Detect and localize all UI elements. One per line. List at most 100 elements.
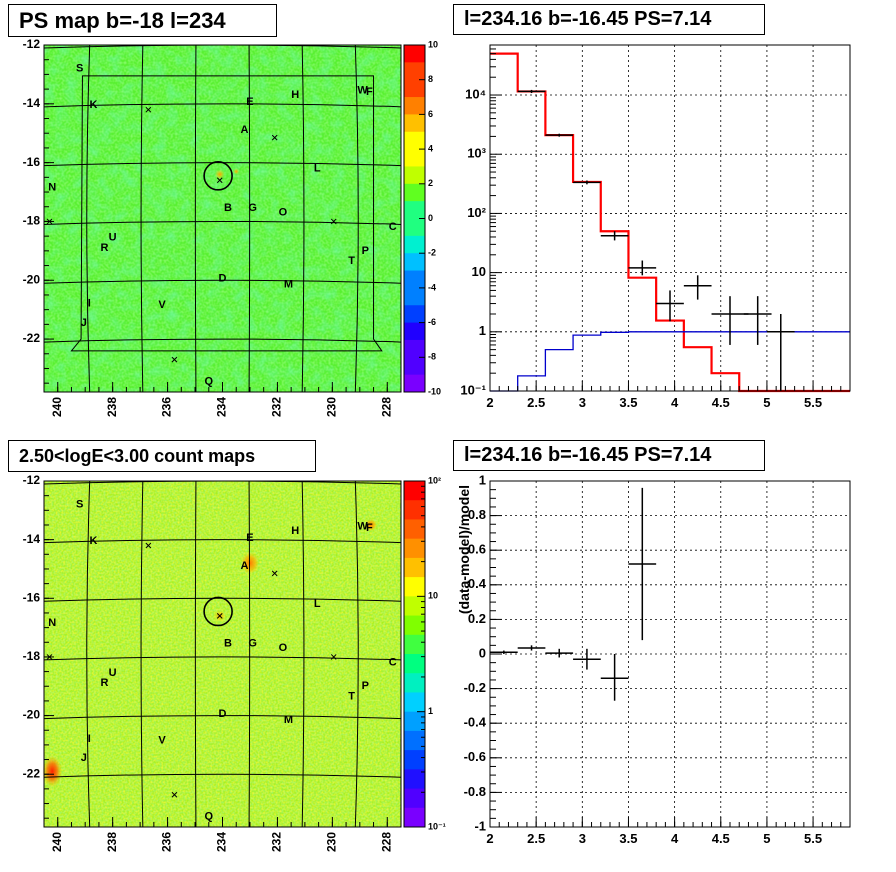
bot-colorbar-tick-label: 10² <box>428 475 441 485</box>
bot-graticule-lat <box>43 539 402 544</box>
bot-x-tick-label: 232 <box>270 832 284 852</box>
spectrum-plot-area <box>490 45 850 391</box>
residual-y-tick-label: -0.8 <box>464 784 486 799</box>
bot-source-marker <box>330 654 337 660</box>
residual-y-tick-label: 0.8 <box>468 507 486 522</box>
top-source-label: O <box>279 207 288 219</box>
top-source-marker <box>271 134 278 141</box>
bot-colorbar-band <box>404 577 425 597</box>
bot-graticule-lon <box>86 480 91 828</box>
top-colorbar-band <box>404 339 425 358</box>
residual-x-tick-label: 2 <box>486 831 493 846</box>
bot-colorbar-tick-label: 1 <box>428 706 433 716</box>
residual-y-tick-label: 0.2 <box>468 611 486 626</box>
bot-colorbar-tick-label: 10 <box>428 591 438 601</box>
bot-graticule-lon <box>194 480 197 828</box>
top-source-label: U <box>109 232 117 244</box>
top-colorbar-band <box>404 305 425 324</box>
bot-source-label: A <box>240 560 248 572</box>
top-x-tick-label: 230 <box>325 397 339 417</box>
residual-y-tick-label: 1 <box>479 472 486 487</box>
top-colorbar-band <box>404 270 425 289</box>
bot-graticule-lon <box>140 480 144 828</box>
top-source-label: H <box>291 89 299 101</box>
bot-x-tick-label: 228 <box>379 832 393 852</box>
top-graticule-lat <box>43 220 402 225</box>
residual-x-tick-label: 3.5 <box>619 831 637 846</box>
spectrum-y-tick-label: 1 <box>479 323 486 338</box>
bot-source-label: N <box>48 617 56 629</box>
bot-source-circle <box>203 596 233 627</box>
bot-source-label: Q <box>204 811 213 823</box>
bot-source-label: J <box>81 752 87 764</box>
bot-graticule-lon <box>248 480 251 828</box>
bot-source-label: L <box>314 598 321 610</box>
bot-map-hotspot <box>364 518 377 531</box>
top-y-tick-label: -20 <box>23 272 41 286</box>
bot-source-marker <box>216 613 223 619</box>
bot-map-hotspot <box>42 755 63 788</box>
top-graticule-lon <box>248 44 251 393</box>
bot-source-label: R <box>100 677 108 689</box>
bot-x-tick-label: 236 <box>160 832 174 852</box>
top-source-label: T <box>348 255 355 267</box>
top-source-label: S <box>76 62 83 74</box>
bot-colorbar-band <box>404 596 425 617</box>
bottom-left-title: 2.50<logE<3.00 count maps <box>8 440 316 472</box>
bot-y-tick-label: -14 <box>23 532 41 546</box>
top-source-label: J <box>81 317 87 329</box>
spectrum-y-tick-label: 10⁻¹ <box>460 382 486 397</box>
spectrum-y-tick-label: 10⁴ <box>465 86 486 101</box>
top-y-tick-label: -16 <box>23 155 41 169</box>
spectrum-x-tick-label: 2 <box>486 395 493 410</box>
top-right-title: l=234.16 b=-16.45 PS=7.14 <box>453 4 765 35</box>
top-colorbar-band <box>404 322 425 341</box>
residual-y-tick-label: -0.6 <box>464 749 486 764</box>
bot-colorbar-band <box>404 615 425 636</box>
spectrum-frame <box>489 44 851 392</box>
top-colorbar-tick-label: -8 <box>428 352 436 362</box>
bot-y-tick-label: -20 <box>23 708 41 722</box>
bot-graticule-lon <box>354 480 359 828</box>
top-colorbar-tick-label: -4 <box>428 282 436 292</box>
spectrum-x-tick-label: 4 <box>671 395 679 410</box>
bot-source-label: E <box>246 532 253 544</box>
top-roi-boundary <box>70 75 383 352</box>
bot-source-marker <box>145 542 152 549</box>
top-colorbar-band <box>404 166 425 185</box>
bot-source-label: M <box>284 714 293 726</box>
bot-source-marker <box>271 570 278 577</box>
top-map-hotspot <box>233 168 240 175</box>
spectrum-x-tick-label: 5.5 <box>804 395 822 410</box>
top-colorbar-tick-label: 2 <box>428 178 433 188</box>
top-x-tick-label: 234 <box>215 397 229 417</box>
top-source-label: P <box>362 245 369 257</box>
bot-source-label: B <box>224 638 232 650</box>
top-graticule-lon <box>140 44 144 393</box>
residual-x-tick-label: 4.5 <box>712 831 730 846</box>
bot-graticule-lat <box>43 715 402 720</box>
top-source-label: I <box>88 298 91 310</box>
top-source-marker <box>330 218 337 225</box>
bot-x-tick-label: 234 <box>215 832 229 852</box>
top-graticule-lat <box>43 338 402 343</box>
bot-source-label: W <box>357 520 368 532</box>
top-colorbar-band <box>404 79 425 98</box>
spectrum-x-tick-label: 2.5 <box>527 395 545 410</box>
top-graticule-lat <box>43 103 402 108</box>
spectrum-y-tick-label: 10³ <box>467 146 486 161</box>
residual-y-tick-label: 0 <box>479 645 486 660</box>
top-source-label: A <box>240 124 248 136</box>
top-source-marker <box>216 177 223 184</box>
top-source-label: E <box>246 96 253 108</box>
top-source-marker <box>145 106 152 113</box>
top-source-label: M <box>284 279 293 291</box>
residual-x-tick-label: 3 <box>579 831 586 846</box>
top-colorbar-tick-label: 4 <box>428 143 433 153</box>
bot-source-label: I <box>88 733 91 745</box>
top-source-circle <box>203 161 233 191</box>
spectrum-model-total <box>490 52 850 393</box>
top-colorbar-band <box>404 201 425 219</box>
top-colorbar-band <box>404 253 425 272</box>
